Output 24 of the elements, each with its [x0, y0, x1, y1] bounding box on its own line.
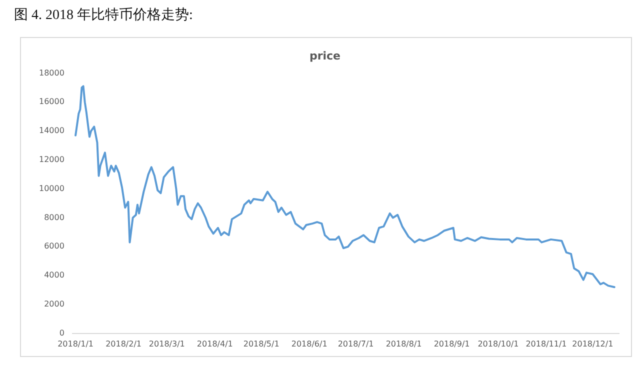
y-tick-label: 6000 [44, 242, 64, 251]
x-tick-label: 2018/10/1 [478, 339, 519, 348]
x-tick-label: 2018/5/1 [243, 339, 280, 348]
y-tick-label: 0 [59, 328, 64, 338]
y-tick-label: 18000 [38, 68, 64, 78]
y-tick-label: 2000 [44, 300, 64, 309]
y-tick-label: 14000 [38, 126, 64, 136]
x-tick-label: 2018/9/1 [434, 339, 470, 348]
y-tick-label: 10000 [38, 184, 64, 193]
x-tick-label: 2018/6/1 [291, 339, 328, 348]
chart-title: 图 4. 2018 年比特币价格走势: [14, 6, 193, 24]
y-tick-label: 8000 [44, 212, 64, 222]
x-tick-label: 2018/1/1 [58, 339, 94, 348]
x-tick-label: 2018/2/1 [106, 339, 142, 348]
x-tick-label: 2018/8/1 [386, 339, 422, 348]
x-tick-label: 2018/7/1 [338, 339, 374, 348]
chart-subtitle: price [309, 49, 341, 62]
y-tick-label: 4000 [44, 270, 64, 280]
y-tick-label: 16000 [38, 97, 64, 106]
x-tick-label: 2018/4/1 [196, 339, 233, 348]
x-tick-label: 2018/3/1 [148, 339, 185, 348]
x-tick-label: 2018/11/1 [526, 339, 567, 348]
x-tick-label: 2018/12/1 [572, 339, 614, 348]
y-tick-label: 12000 [38, 155, 64, 164]
